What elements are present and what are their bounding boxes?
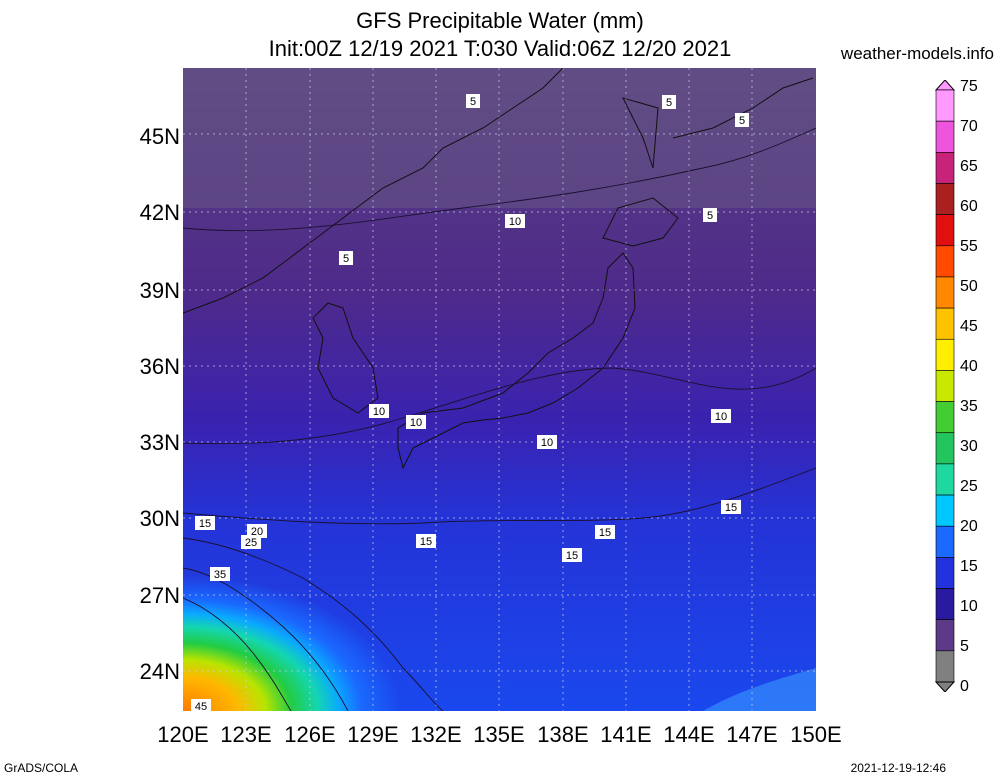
colorbar-swatch <box>935 650 955 683</box>
svg-text:25: 25 <box>245 537 257 549</box>
lon-label-147e: 147E <box>726 722 778 747</box>
lat-label-27n: 27N <box>139 583 180 608</box>
lon-label-123e: 123E <box>220 722 272 747</box>
footer-timestamp: 2021-12-19-12:46 <box>850 761 946 775</box>
colorbar-swatch <box>935 401 955 434</box>
svg-text:15: 15 <box>420 536 432 548</box>
svg-text:15: 15 <box>566 550 578 562</box>
colorbar-label: 5 <box>960 638 969 655</box>
colorbar-label: 35 <box>960 398 978 415</box>
coastlines <box>183 68 814 470</box>
footer-credit: GrADS/COLA <box>4 761 79 775</box>
colorbar-top-arrow <box>934 80 956 91</box>
svg-text:5: 5 <box>707 210 713 222</box>
colorbar-bottom-arrow <box>934 681 956 692</box>
colorbar-label: 25 <box>960 478 978 495</box>
svg-text:5: 5 <box>343 253 349 265</box>
colorbar <box>934 80 956 692</box>
lon-label-129e: 129E <box>347 722 399 747</box>
colorbar-swatch <box>935 307 955 340</box>
lat-label-33n: 33N <box>139 430 180 455</box>
colorbar-label: 55 <box>960 238 978 255</box>
colorbar-swatch <box>935 89 955 122</box>
colorbar-swatch <box>935 245 955 278</box>
colorbar-label: 40 <box>960 358 978 375</box>
svg-text:10: 10 <box>509 216 521 228</box>
lat-label-45n: 45N <box>139 124 180 149</box>
colorbar-label: 0 <box>960 678 969 695</box>
lon-label-144e: 144E <box>663 722 715 747</box>
svg-text:5: 5 <box>666 97 672 109</box>
colorbar-label: 50 <box>960 278 978 295</box>
grey-dry-north <box>183 68 816 208</box>
moist-southeast-band <box>703 668 816 711</box>
colorbar-swatch <box>935 370 955 402</box>
lon-label-141e: 141E <box>600 722 652 747</box>
colorbar-swatch <box>935 619 955 652</box>
colorbar-label: 15 <box>960 558 978 575</box>
svg-text:45: 45 <box>195 701 207 711</box>
svg-text:15: 15 <box>199 518 211 530</box>
colorbar-label: 65 <box>960 158 978 175</box>
colorbar-swatch <box>935 588 955 620</box>
site-credit: weather-models.info <box>840 44 994 63</box>
svg-text:10: 10 <box>541 437 553 449</box>
lon-label-138e: 138E <box>537 722 589 747</box>
lon-label-135e: 135E <box>473 722 525 747</box>
lat-label-39n: 39N <box>139 278 180 303</box>
svg-text:5: 5 <box>470 96 476 108</box>
svg-text:35: 35 <box>214 569 226 581</box>
colorbar-swatch <box>935 463 955 496</box>
svg-text:10: 10 <box>715 411 727 423</box>
svg-text:15: 15 <box>725 502 737 514</box>
lat-label-36n: 36N <box>139 354 180 379</box>
moist-tropical-region <box>183 530 473 711</box>
precipitable-water-map: 5 5 5 5 5 10 10 10 10 10 15 15 15 15 15 … <box>183 68 816 711</box>
colorbar-swatch <box>935 525 955 558</box>
lon-label-132e: 132E <box>410 722 462 747</box>
colorbar-label: 30 <box>960 438 978 455</box>
colorbar-label: 75 <box>960 78 978 95</box>
lon-label-150e: 150E <box>790 722 842 747</box>
svg-text:10: 10 <box>410 417 422 429</box>
colorbar-label: 60 <box>960 198 978 215</box>
contour-labels: 5 5 5 5 5 10 10 10 10 10 15 15 15 15 15 … <box>191 94 749 711</box>
svg-text:15: 15 <box>599 527 611 539</box>
graticule <box>183 68 816 711</box>
colorbar-swatch <box>935 432 955 465</box>
lon-label-126e: 126E <box>284 722 336 747</box>
lat-label-30n: 30N <box>139 506 180 531</box>
colorbar-swatch <box>935 120 955 153</box>
colorbar-label: 45 <box>960 318 978 335</box>
colorbar-swatch <box>935 494 955 527</box>
chart-subtitle: Init:00Z 12/19 2021 T:030 Valid:06Z 12/2… <box>268 36 732 61</box>
colorbar-swatch <box>935 557 955 589</box>
svg-text:5: 5 <box>739 115 745 127</box>
lat-label-24n: 24N <box>139 659 180 684</box>
svg-text:10: 10 <box>373 406 385 418</box>
colorbar-label: 20 <box>960 518 978 535</box>
lon-label-120e: 120E <box>157 722 209 747</box>
colorbar-swatch <box>935 152 955 184</box>
colorbar-swatch <box>935 338 955 371</box>
colorbar-swatch <box>935 183 955 215</box>
lat-label-42n: 42N <box>139 200 180 225</box>
colorbar-swatch <box>935 214 955 247</box>
colorbar-swatch <box>935 276 955 309</box>
chart-title: GFS Precipitable Water (mm) <box>356 8 644 33</box>
colorbar-label: 70 <box>960 118 978 135</box>
colorbar-label: 10 <box>960 598 978 615</box>
